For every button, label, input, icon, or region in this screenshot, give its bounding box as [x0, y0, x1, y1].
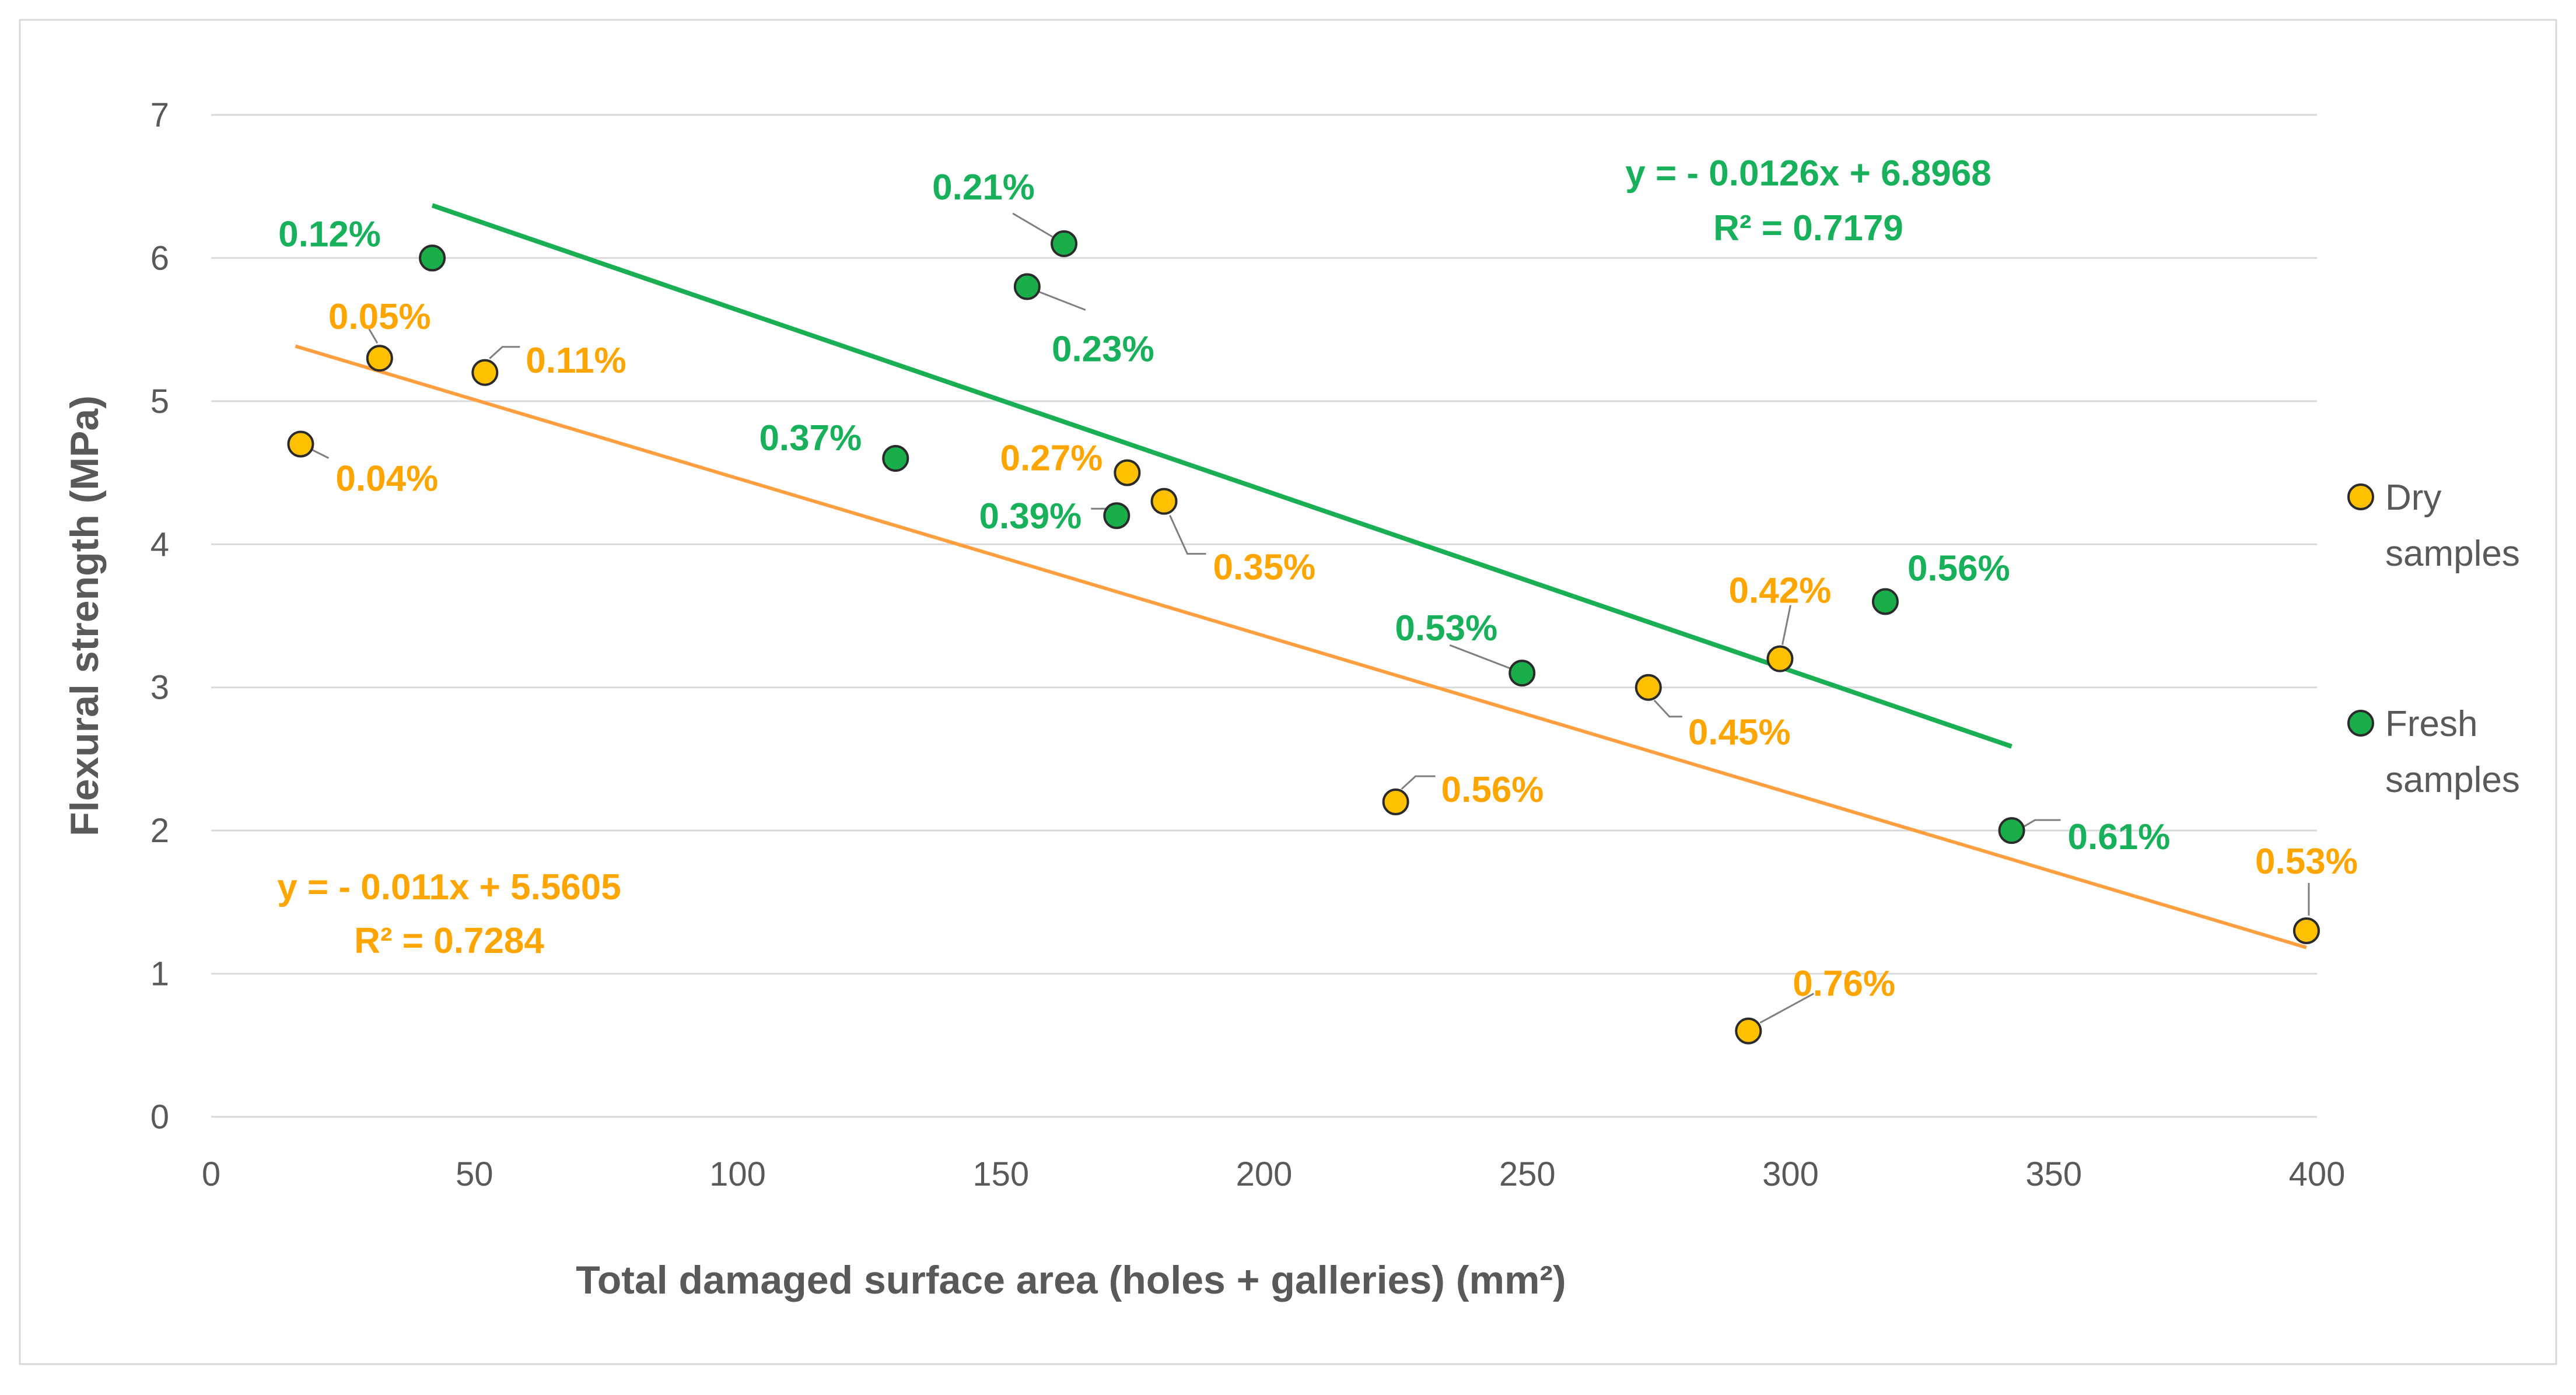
x-tick-label: 150 — [972, 1155, 1029, 1193]
label-leader-lines — [307, 212, 2310, 1024]
data-point-dry — [1766, 645, 1794, 672]
leader-line-fresh — [2020, 819, 2061, 829]
data-point-fresh — [1103, 502, 1130, 530]
x-tick-label: 250 — [1499, 1155, 1556, 1193]
y-tick-label: 7 — [150, 96, 169, 134]
leader-line-dry — [1169, 515, 1206, 555]
data-point-dry — [1735, 1017, 1762, 1045]
trend-equations: y = - 0.011x + 5.5605 R² = 0.7284 y = - 0.… — [277, 153, 1991, 961]
leader-line-dry — [1653, 699, 1682, 718]
legend-marker-dry — [2347, 483, 2374, 510]
data-label-dry: 0.42% — [1729, 571, 1832, 611]
leader-line-dry — [368, 328, 379, 344]
data-point-dry — [1150, 488, 1178, 515]
x-tick-label: 350 — [2025, 1155, 2082, 1193]
trend-r2-dry: R² = 0.7284 — [354, 921, 544, 961]
data-label-dry: 0.56% — [1441, 770, 1544, 810]
legend-label-dry: samples — [2385, 534, 2520, 574]
x-tick-label: 0 — [202, 1155, 220, 1193]
data-point-fresh — [419, 244, 446, 272]
leader-line-dry — [489, 346, 520, 359]
trend-equation-fresh: y = - 0.0126x + 6.8968 — [1625, 153, 1991, 194]
data-label-dry: 0.76% — [1793, 964, 1895, 1004]
y-tick-label: 6 — [150, 239, 169, 277]
data-point-dry — [1382, 788, 1409, 816]
data-point-dry — [2292, 917, 2320, 944]
data-point-dry — [287, 430, 314, 458]
data-point-fresh — [1508, 660, 1536, 687]
data-label-dry: 0.11% — [526, 341, 626, 381]
chart-border — [19, 19, 2557, 1365]
data-label-dry: 0.53% — [2255, 842, 2358, 882]
data-labels: 0.04% 0.05% 0.11% 0.27% 0.35% 0.42% 0.45% 0.56%… — [278, 167, 2358, 1004]
x-tick-label: 200 — [1236, 1155, 1293, 1193]
legend-marker-fresh — [2347, 710, 2374, 737]
y-tick-label: 4 — [150, 525, 169, 563]
trend-r2-fresh: R² = 0.7179 — [1713, 208, 1903, 248]
legend-label-fresh: samples — [2385, 760, 2520, 800]
y-tick-label: 3 — [150, 669, 169, 707]
x-axis-title: Total damaged surface area (holes + gall… — [576, 1258, 1566, 1302]
data-label-fresh: 0.37% — [759, 418, 862, 458]
data-point-fresh — [1998, 817, 2025, 844]
data-label-fresh: 0.39% — [979, 496, 1082, 537]
x-tick-label: 300 — [1762, 1155, 1819, 1193]
y-tick-label: 1 — [150, 955, 169, 993]
trendline-dry — [295, 344, 2307, 949]
data-point-dry — [366, 345, 393, 372]
data-label-dry: 0.05% — [328, 297, 431, 337]
legend-label-fresh: Fresh — [2385, 704, 2477, 744]
gridlines — [211, 114, 2317, 975]
x-tick-label: 50 — [456, 1155, 494, 1193]
data-point-fresh — [1013, 273, 1041, 300]
leader-line-fresh — [1449, 644, 1511, 670]
legend: Dry samples Fresh samples — [2347, 478, 2520, 800]
data-label-dry: 0.27% — [1000, 439, 1103, 479]
data-points — [287, 230, 2320, 1045]
data-label-fresh: 0.21% — [932, 167, 1035, 208]
x-tick-label: 100 — [709, 1155, 766, 1193]
y-tick-label: 0 — [150, 1098, 169, 1136]
leader-line-dry — [1401, 775, 1436, 790]
data-label-dry: 0.35% — [1213, 548, 1316, 588]
trendlines — [295, 203, 2307, 949]
x-tick-label: 400 — [2289, 1155, 2346, 1193]
y-tick-label: 2 — [150, 812, 169, 850]
data-label-fresh: 0.12% — [278, 214, 381, 254]
leader-line-fresh — [1037, 290, 1086, 311]
legend-label-dry: Dry — [2385, 478, 2441, 518]
data-label-dry: 0.45% — [1688, 713, 1791, 753]
leader-line-dry — [1759, 993, 1815, 1024]
data-point-dry — [1634, 674, 1662, 701]
data-point-dry — [1114, 459, 1141, 486]
y-axis-title: Flexural strength (MPa) — [62, 395, 107, 836]
leader-line-fresh — [1012, 212, 1053, 238]
data-label-fresh: 0.61% — [2068, 817, 2171, 857]
data-point-fresh — [1051, 230, 1078, 257]
data-point-fresh — [1871, 588, 1899, 615]
axes: 0 1 2 3 4 5 6 7 0 50 100 150 200 250 300 350 400 Total da… — [62, 96, 2345, 1302]
trend-equation-dry: y = - 0.011x + 5.5605 — [277, 867, 621, 907]
data-label-fresh: 0.56% — [1908, 548, 2010, 588]
data-point-dry — [471, 359, 499, 386]
data-label-fresh: 0.23% — [1052, 330, 1154, 370]
leader-line-dry — [1781, 605, 1791, 645]
trendline-fresh — [431, 203, 2013, 749]
data-point-fresh — [882, 445, 909, 472]
data-label-fresh: 0.53% — [1395, 608, 1497, 649]
y-tick-label: 5 — [150, 383, 169, 420]
data-label-dry: 0.04% — [335, 458, 438, 499]
